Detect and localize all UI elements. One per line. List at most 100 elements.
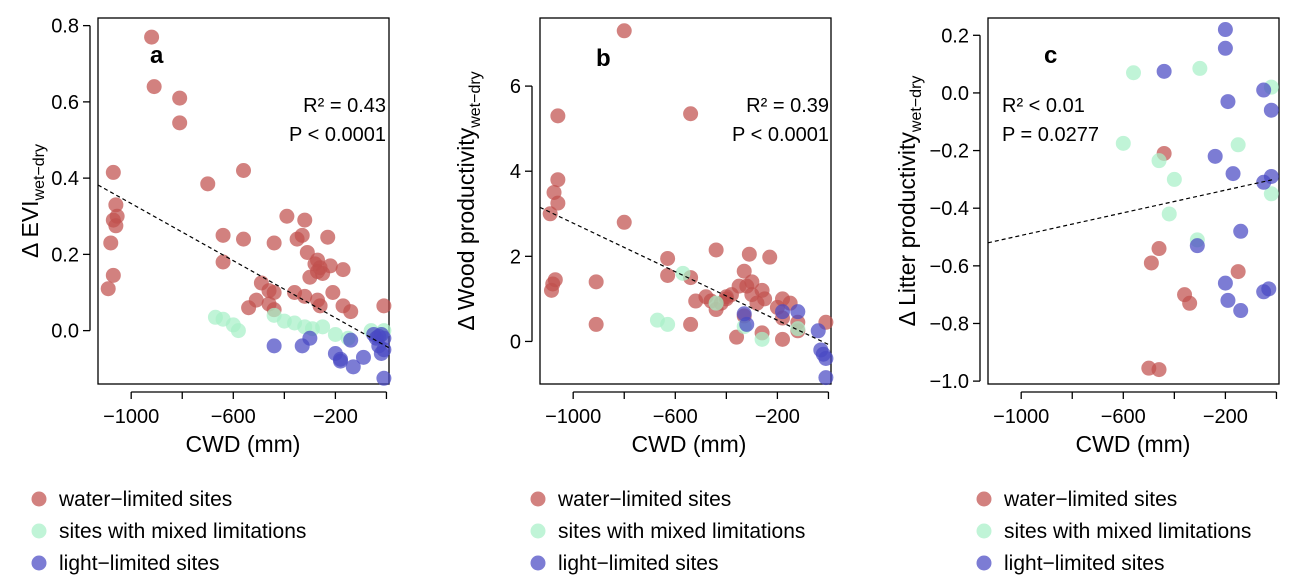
legend-label-mixed: sites with mixed limitations xyxy=(558,520,805,543)
data-point xyxy=(543,282,559,298)
legend-label-water-limited: water−limited sites xyxy=(557,488,731,511)
data-point xyxy=(236,163,251,178)
data-point xyxy=(1225,166,1241,182)
data-point xyxy=(200,176,216,192)
legend-marker-light-limited xyxy=(976,555,992,571)
data-point xyxy=(741,246,757,262)
series-water-limited xyxy=(1141,145,1246,378)
data-point xyxy=(1263,102,1279,118)
data-point xyxy=(1161,206,1177,222)
y-axis-title: Δ EVIwet−dry xyxy=(17,144,48,258)
y-axis-title-main: Δ Wood productivity xyxy=(453,127,479,330)
data-point xyxy=(146,79,162,95)
y-tick-label: 6 xyxy=(510,76,521,98)
legend-marker-water-limited xyxy=(530,491,546,507)
data-point xyxy=(320,229,336,245)
data-point xyxy=(542,206,558,222)
data-point xyxy=(1151,362,1167,378)
data-point xyxy=(754,331,770,347)
x-tick-label: −600 xyxy=(1101,406,1146,428)
data-point xyxy=(818,370,834,386)
data-point xyxy=(343,304,359,320)
legend-label-water-limited: water−limited sites xyxy=(58,488,232,511)
trend-line xyxy=(987,178,1275,244)
data-point xyxy=(322,258,338,274)
panel-letter: b xyxy=(596,45,611,72)
legend-marker-mixed xyxy=(530,523,546,539)
data-point xyxy=(335,262,351,278)
y-axis-title: Δ Litter productivitywet−dry xyxy=(894,76,925,327)
legend-marker-water-limited xyxy=(31,491,47,507)
series-mixed xyxy=(1115,60,1279,248)
data-point xyxy=(616,23,632,39)
data-point xyxy=(343,332,359,348)
data-point xyxy=(588,274,604,290)
data-point xyxy=(144,29,160,45)
data-point xyxy=(749,295,765,311)
chart-panel-c: −1000 −600 −200 CWD (mm) −1.0 −0.8 −0.6 −0.4 −0.… xyxy=(894,17,1280,575)
chart-panel-a: −1000 −600 −200 CWD (mm) 0.0 0.2 0.4 0.6 0.8 Δ EV… xyxy=(17,16,392,575)
data-point xyxy=(325,285,341,300)
x-tick-label: −200 xyxy=(755,406,800,428)
data-point xyxy=(333,353,348,369)
legend-label-water-limited: water−limited sites xyxy=(1003,488,1177,511)
y-axis-title-subscript: wet−dry xyxy=(31,144,48,201)
data-point xyxy=(1217,275,1233,291)
data-point xyxy=(1166,171,1182,187)
data-point xyxy=(708,242,724,258)
x-tick-label: −1000 xyxy=(993,406,1049,428)
y-tick-label: 0.6 xyxy=(51,92,79,114)
data-point xyxy=(818,350,834,366)
y-tick-label: 0.4 xyxy=(51,168,79,190)
legend: water−limited sites sites with mixed limi… xyxy=(31,488,306,575)
data-point xyxy=(376,298,392,314)
legend: water−limited sites sites with mixed limi… xyxy=(530,488,805,575)
y-axis-title: Δ Wood productivitywet−dry xyxy=(453,71,484,330)
x-tick-label: −600 xyxy=(653,406,698,428)
y-tick-label: 0.2 xyxy=(51,244,79,266)
y-axis-title-main: Δ Litter productivity xyxy=(894,132,920,327)
plot-frame xyxy=(97,17,390,385)
data-point xyxy=(1189,238,1205,254)
legend-label-light-limited: light−limited sites xyxy=(59,552,219,575)
data-point xyxy=(376,342,392,358)
data-point xyxy=(241,300,257,316)
panel-letter: a xyxy=(150,42,164,69)
y-tick-label: 0.0 xyxy=(941,83,969,105)
data-point xyxy=(294,227,310,243)
data-point xyxy=(215,227,231,243)
data-point xyxy=(1256,174,1272,190)
data-point xyxy=(312,298,328,314)
data-point xyxy=(327,326,343,342)
series-light-limited xyxy=(266,326,392,386)
p-value-label: P < 0.0001 xyxy=(289,124,386,146)
data-point xyxy=(1151,153,1167,169)
y-tick-label: −0.4 xyxy=(930,198,969,220)
data-point xyxy=(1143,255,1159,271)
y-axis-title-main: Δ EVI xyxy=(17,200,43,258)
data-point xyxy=(736,263,752,279)
data-point xyxy=(683,316,699,332)
data-point xyxy=(1256,82,1272,98)
data-point xyxy=(1207,148,1223,164)
data-point xyxy=(297,212,313,228)
x-axis-title: CWD (mm) xyxy=(186,431,301,457)
legend-marker-mixed xyxy=(31,523,47,539)
series-water-limited xyxy=(100,29,392,320)
data-point xyxy=(588,316,604,332)
data-point xyxy=(230,323,246,339)
data-point xyxy=(345,359,361,375)
data-point xyxy=(1126,65,1141,81)
data-point xyxy=(172,115,188,131)
legend-marker-light-limited xyxy=(530,555,546,571)
x-axis-title: CWD (mm) xyxy=(1076,431,1191,457)
data-point xyxy=(1230,137,1246,153)
plot-frame xyxy=(539,17,832,385)
x-tick-label: −600 xyxy=(211,406,256,428)
data-point xyxy=(266,338,282,354)
data-point xyxy=(355,349,371,365)
data-point xyxy=(299,244,315,260)
panel-letter: c xyxy=(1044,42,1057,69)
data-point xyxy=(1217,40,1233,56)
